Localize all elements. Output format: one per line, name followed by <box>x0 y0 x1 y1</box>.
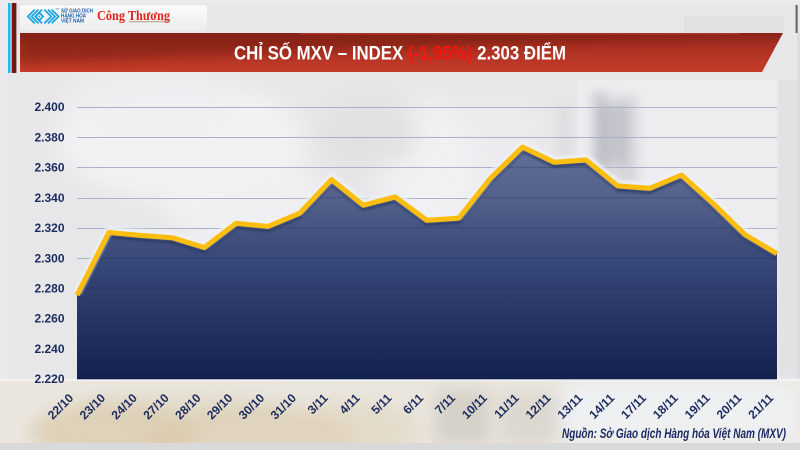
svg-text:2.380: 2.380 <box>34 130 64 144</box>
svg-text:VIỆT NAM: VIỆT NAM <box>61 17 84 25</box>
svg-text:2.400: 2.400 <box>34 100 64 114</box>
svg-text:CHỈ SỐ MXV – INDEX (-1,95%) 2.: CHỈ SỐ MXV – INDEX (-1,95%) 2.303 ĐIỂM <box>234 41 566 65</box>
svg-text:2.260: 2.260 <box>34 312 64 326</box>
svg-text:™: ™ <box>55 7 59 12</box>
svg-text:Nguồn: Sở Giao dịch Hàng hóa V: Nguồn: Sở Giao dịch Hàng hóa Việt Nam (M… <box>562 426 786 441</box>
svg-text:2.240: 2.240 <box>34 342 64 356</box>
svg-text:2.320: 2.320 <box>34 221 64 235</box>
svg-text:HÀNG HÓA: HÀNG HÓA <box>61 12 86 20</box>
svg-text:2.340: 2.340 <box>34 191 64 205</box>
svg-text:2.280: 2.280 <box>34 282 64 296</box>
svg-text:2.220: 2.220 <box>34 372 64 386</box>
svg-text:Công Thương: Công Thương <box>97 9 170 24</box>
svg-text:SỞ GIAO DỊCH: SỞ GIAO DỊCH <box>61 8 93 15</box>
svg-text:2.300: 2.300 <box>34 251 64 265</box>
svg-text:2.360: 2.360 <box>34 161 64 175</box>
